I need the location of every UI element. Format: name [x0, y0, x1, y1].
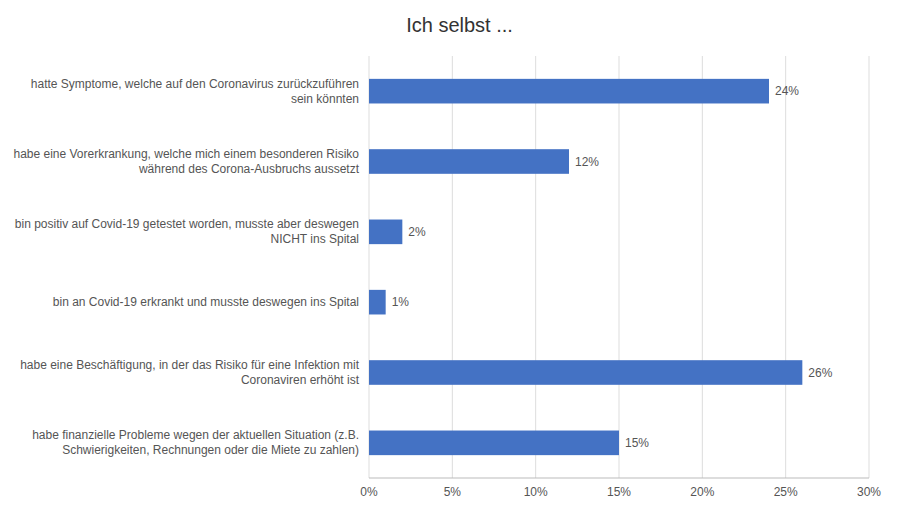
grid-line: [369, 56, 370, 478]
data-label: 12%: [575, 155, 599, 169]
category-label: bin positiv auf Covid-19 getestet worden…: [15, 217, 359, 246]
bars: [369, 79, 802, 455]
data-label: 24%: [775, 84, 799, 98]
x-axis-line: [369, 478, 869, 479]
grid-line: [619, 56, 620, 478]
category-label: habe finanzielle Probleme wegen der aktu…: [32, 428, 359, 457]
grid-line: [785, 56, 786, 478]
category-label: habe eine Vorerkrankung, welche mich ein…: [13, 147, 359, 176]
data-label: 15%: [625, 436, 649, 450]
category-label: bin an Covid-19 erkrankt und musste desw…: [53, 295, 359, 309]
tick-label: 5%: [444, 485, 462, 499]
tick-label: 30%: [857, 485, 881, 499]
grid-line: [452, 56, 453, 478]
category-label: habe eine Beschäftigung, in der das Risi…: [20, 358, 360, 387]
tick-label: 0%: [360, 485, 378, 499]
data-label: 2%: [408, 225, 426, 239]
tick-label: 10%: [524, 485, 548, 499]
grid-line: [869, 56, 870, 478]
data-label: 1%: [392, 295, 410, 309]
bar: [369, 220, 402, 245]
bar: [369, 431, 619, 456]
title: Ich selbst ...: [406, 14, 513, 36]
grid-line: [535, 56, 536, 478]
grid-line: [702, 56, 703, 478]
data-label: 26%: [808, 366, 832, 380]
tick-label: 15%: [607, 485, 631, 499]
category-label: hatte Symptome, welche auf den Coronavir…: [31, 77, 359, 106]
tick-label: 20%: [690, 485, 714, 499]
chart: Ich selbst ... hatte Symptome, welche auf…: [0, 0, 919, 518]
tick-label: 25%: [774, 485, 798, 499]
bar: [369, 149, 569, 174]
category-labels: hatte Symptome, welche auf den Coronavir…: [13, 77, 359, 458]
grid: [369, 56, 869, 478]
bar: [369, 79, 769, 104]
bar: [369, 360, 802, 385]
bar: [369, 290, 386, 315]
